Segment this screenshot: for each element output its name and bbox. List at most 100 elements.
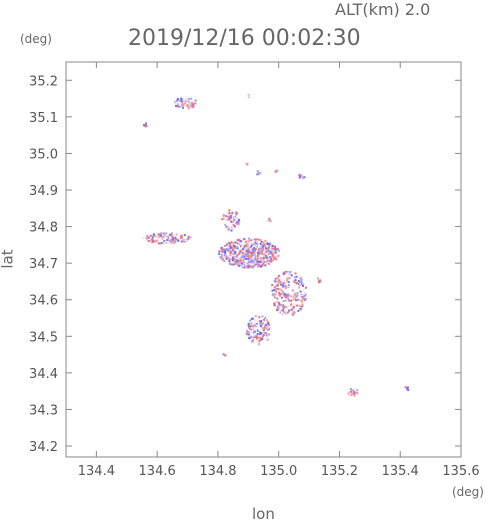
echo-point [253, 264, 256, 267]
echo-point [265, 249, 268, 252]
echo-point [161, 237, 164, 240]
echo-point [280, 279, 283, 282]
echo-point [262, 332, 265, 335]
echo-point [292, 313, 295, 316]
echo-point [233, 245, 236, 248]
echo-point [248, 237, 251, 240]
echo-point [268, 259, 271, 262]
echo-point [237, 218, 240, 221]
echo-point [284, 282, 287, 285]
echo-point [283, 306, 286, 309]
echo-point [247, 95, 250, 98]
echo-point [291, 311, 294, 314]
echo-point [304, 298, 307, 301]
echo-point [180, 240, 183, 243]
echo-point [227, 217, 230, 220]
echo-point [297, 275, 300, 278]
echo-point [282, 309, 285, 312]
echo-point [273, 247, 276, 250]
echo-point [227, 248, 230, 251]
echo-point [295, 304, 298, 307]
echo-point [265, 334, 268, 337]
echo-point [234, 241, 237, 244]
y-tick-label: 34.5 [29, 330, 58, 345]
echo-point [286, 278, 289, 281]
echo-point [237, 261, 240, 264]
echo-point [250, 318, 253, 321]
echo-point [147, 239, 150, 242]
echo-point [239, 245, 242, 248]
echo-point [272, 283, 275, 286]
echo-point [152, 239, 155, 242]
echo-point [248, 251, 251, 254]
echo-point [259, 339, 262, 342]
echo-point [241, 262, 244, 265]
echo-point [280, 291, 283, 294]
echo-point [229, 246, 232, 249]
echo-point [277, 281, 280, 284]
echo-point [251, 243, 254, 246]
echo-point [267, 242, 270, 245]
echo-point [157, 233, 160, 236]
echo-point [176, 105, 179, 108]
echo-point [252, 341, 255, 344]
echo-point [253, 331, 256, 334]
echo-point [256, 340, 259, 343]
echo-point [245, 249, 248, 252]
echo-point [240, 251, 243, 254]
echo-point [353, 389, 356, 392]
echo-point [154, 234, 157, 237]
y-tick-label: 35.2 [29, 74, 58, 89]
echo-point [177, 97, 180, 100]
echo-point [245, 257, 248, 260]
echo-point [240, 255, 243, 258]
echo-point [237, 257, 240, 260]
echo-point [253, 238, 256, 241]
echo-point [165, 232, 168, 235]
echo-point [255, 262, 258, 265]
echo-point [300, 280, 303, 283]
echo-point [300, 282, 303, 285]
echo-point [250, 265, 253, 268]
echo-point [257, 263, 260, 266]
echo-point [254, 241, 257, 244]
echo-point [303, 176, 306, 179]
echo-point [247, 252, 250, 255]
echo-point [248, 261, 251, 264]
echo-point [167, 235, 170, 238]
echo-point [230, 245, 233, 248]
echo-point [302, 283, 305, 286]
echo-point [247, 264, 250, 267]
echo-point [256, 238, 259, 241]
echo-point [280, 309, 283, 312]
echo-point [254, 255, 257, 258]
echo-point [254, 245, 257, 248]
echo-point [174, 240, 177, 243]
echo-point [290, 274, 293, 277]
echo-point [262, 334, 265, 337]
echo-point [289, 295, 292, 298]
echo-point [219, 256, 222, 259]
echo-point [262, 253, 265, 256]
echo-point [406, 387, 409, 390]
echo-point [267, 244, 270, 247]
echo-point [261, 325, 264, 328]
echo-point [238, 252, 241, 255]
echo-point [249, 242, 252, 245]
echo-point [266, 243, 269, 246]
echo-point [168, 237, 171, 240]
echo-point [276, 255, 279, 258]
echo-point [284, 312, 287, 315]
echo-point [249, 325, 252, 328]
echo-point [250, 245, 253, 248]
echo-point [252, 330, 255, 333]
echo-point [186, 105, 189, 108]
echo-point [232, 253, 235, 256]
echo-point [247, 324, 250, 327]
echo-point [232, 263, 235, 266]
echo-point [287, 271, 290, 274]
echo-point [252, 248, 255, 251]
echo-point [268, 333, 271, 336]
echo-point [235, 213, 238, 216]
echo-point [273, 249, 276, 252]
